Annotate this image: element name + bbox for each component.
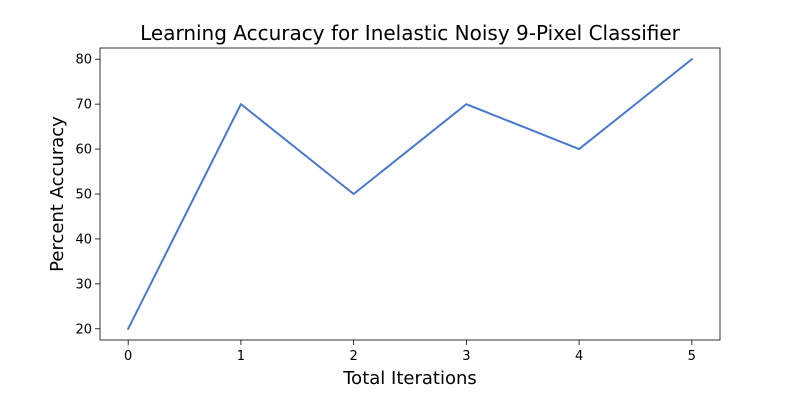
- y-tick-label: 50: [75, 188, 92, 203]
- chart-title: Learning Accuracy for Inelastic Noisy 9-…: [140, 21, 681, 45]
- y-tick-label: 60: [75, 143, 92, 158]
- x-axis: 0 1 2 3 4 5: [124, 340, 696, 364]
- y-axis-label: Percent Accuracy: [47, 116, 68, 272]
- y-tick-label: 20: [75, 322, 92, 337]
- x-tick-label: 0: [124, 349, 132, 364]
- y-tick-label: 40: [75, 232, 92, 247]
- x-tick-label: 1: [237, 349, 245, 364]
- plot-area: 0 1 2 3 4 5 20 30 40 50 60 70 80: [75, 47, 721, 364]
- x-axis-label: Total Iterations: [342, 368, 477, 389]
- x-tick-label: 2: [349, 349, 357, 364]
- series-line: [126, 57, 694, 331]
- plot-frame: [99, 47, 721, 341]
- x-tick-label: 4: [575, 349, 583, 364]
- series-layer: [126, 57, 694, 331]
- y-tick-label: 70: [75, 98, 92, 113]
- y-tick-label: 30: [75, 277, 92, 292]
- y-axis: 20 30 40 50 60 70 80: [75, 53, 100, 337]
- x-tick-label: 5: [688, 349, 696, 364]
- x-tick-label: 3: [462, 349, 470, 364]
- y-tick-label: 80: [75, 53, 92, 68]
